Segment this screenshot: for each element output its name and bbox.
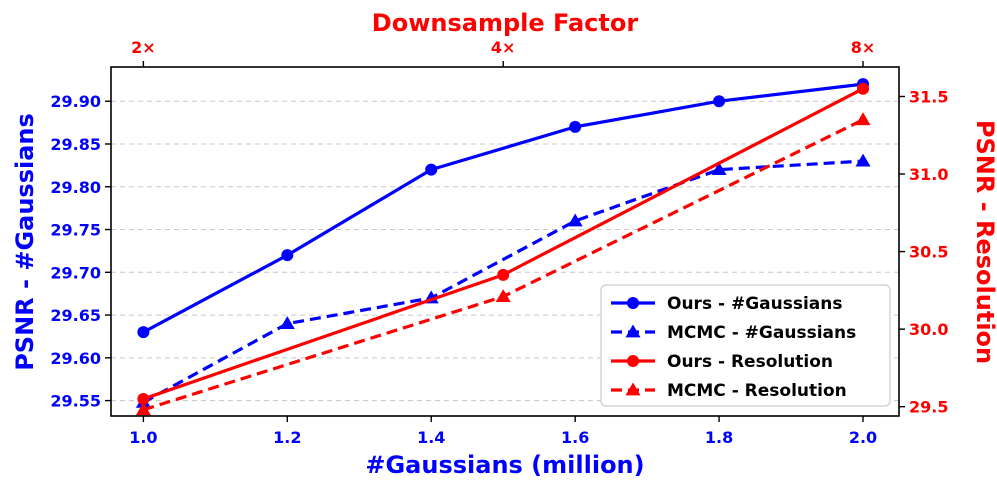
top-tick-label: 2× — [131, 38, 156, 57]
bottom-tick-label: 2.0 — [849, 428, 877, 447]
legend-item: Ours - #Gaussians — [611, 294, 842, 314]
data-point — [135, 402, 151, 416]
series-line — [142, 82, 864, 334]
series-group — [135, 153, 871, 408]
legend-marker — [625, 324, 641, 338]
data-point — [137, 392, 150, 405]
series-layer — [135, 78, 871, 416]
legend: Ours - #Gaussians MCMC - #Gaussians Ours -… — [600, 284, 891, 407]
legend-marker — [627, 355, 639, 367]
legend-label: MCMC - #Gaussians — [667, 323, 856, 343]
left-tick-label: 29.55 — [50, 392, 101, 411]
top-tick-label: 4× — [491, 38, 516, 57]
bottom-tick-label: 1.0 — [129, 428, 157, 447]
data-point — [855, 153, 871, 167]
data-point — [713, 95, 726, 108]
top-tick-label: 8× — [851, 38, 876, 57]
data-point — [855, 112, 871, 126]
series-line — [142, 159, 864, 404]
left-tick-label: 29.80 — [50, 178, 101, 197]
left-tick-label: 29.90 — [50, 92, 101, 111]
data-point — [711, 162, 727, 176]
legend-box — [600, 284, 891, 407]
series-group — [137, 78, 870, 339]
data-point — [425, 163, 438, 176]
bottom-axis-title: #Gaussians (million) — [365, 451, 644, 479]
left-tick-label: 29.75 — [50, 221, 101, 240]
right-tick-label: 30.0 — [909, 320, 948, 339]
series-group — [135, 112, 871, 416]
bottom-tick-label: 1.8 — [705, 428, 733, 447]
legend-label: MCMC - Resolution — [667, 381, 847, 401]
data-point — [281, 249, 294, 262]
legend-item: MCMC - #Gaussians — [611, 323, 856, 343]
legend-marker — [627, 297, 639, 309]
right-tick-label: 29.5 — [909, 398, 948, 417]
right-tick-label: 30.5 — [909, 243, 948, 262]
plot-frame — [110, 66, 900, 417]
data-point — [567, 213, 583, 227]
left-tick-label: 29.60 — [50, 349, 101, 368]
data-point — [569, 120, 582, 133]
right-tick-label: 31.0 — [909, 165, 948, 184]
right-tick-label: 31.5 — [909, 87, 948, 106]
legend-item: MCMC - Resolution — [611, 381, 847, 401]
top-axis-title: Downsample Factor — [372, 9, 639, 37]
left-tick-label: 29.85 — [50, 135, 101, 154]
axis-layer: 29.55 29.60 29.65 29.70 29.75 29.80 29.85 29.90… — [50, 38, 948, 447]
series-group — [137, 82, 870, 405]
data-point — [495, 289, 511, 302]
data-point — [279, 316, 295, 330]
data-point — [497, 268, 510, 281]
legend-marker — [625, 382, 641, 396]
right-axis-title: PSNR - Resolution — [971, 120, 997, 364]
data-point — [137, 326, 150, 339]
data-point — [857, 82, 870, 95]
left-tick-label: 29.65 — [50, 306, 101, 325]
bottom-tick-label: 1.2 — [273, 428, 301, 447]
legend-label: Ours - Resolution — [667, 352, 833, 372]
bottom-tick-label: 1.6 — [561, 428, 589, 447]
left-tick-label: 29.70 — [50, 263, 101, 282]
left-axis-title: PSNR - #Gaussians — [11, 113, 39, 371]
legend-item: Ours - Resolution — [611, 352, 833, 372]
bottom-tick-label: 1.4 — [417, 428, 445, 447]
legend-label: Ours - #Gaussians — [667, 294, 842, 314]
